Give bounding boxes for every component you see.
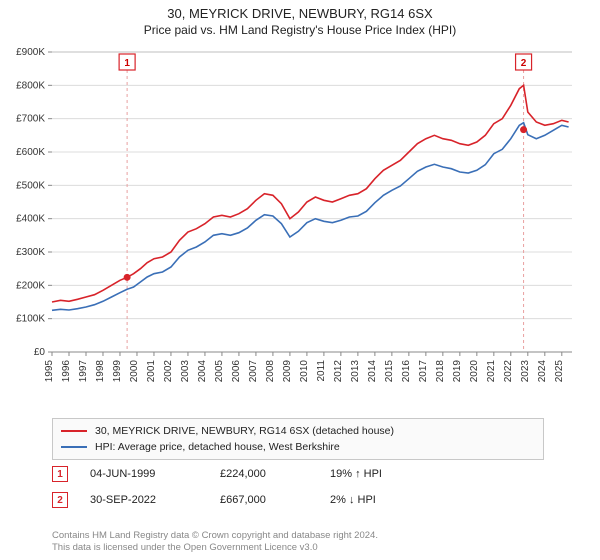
svg-text:2000: 2000 bbox=[129, 360, 140, 383]
svg-text:£800K: £800K bbox=[16, 80, 45, 91]
svg-text:1999: 1999 bbox=[112, 360, 123, 383]
footer-line: This data is licensed under the Open Gov… bbox=[52, 542, 378, 554]
sale-hpi-delta: 2% ↓ HPI bbox=[330, 494, 376, 506]
sale-marker-number: 2 bbox=[57, 495, 63, 506]
svg-text:2003: 2003 bbox=[180, 360, 191, 383]
sale-date: 04-JUN-1999 bbox=[90, 468, 220, 480]
chart-area: £0 £100K £200K £300K £400K £500K £600K £700K £80… bbox=[0, 44, 600, 414]
svg-text:2: 2 bbox=[521, 58, 527, 69]
legend: 30, MEYRICK DRIVE, NEWBURY, RG14 6SX (de… bbox=[52, 418, 544, 460]
svg-text:2020: 2020 bbox=[469, 360, 480, 383]
sale-price: £224,000 bbox=[220, 468, 330, 480]
sale-record-row: 1 04-JUN-1999 £224,000 19% ↑ HPI bbox=[52, 466, 382, 482]
svg-text:2022: 2022 bbox=[503, 360, 514, 383]
sale-marker-number: 1 bbox=[57, 469, 63, 480]
svg-text:£0: £0 bbox=[34, 347, 46, 358]
svg-text:2013: 2013 bbox=[350, 360, 361, 383]
legend-item: 30, MEYRICK DRIVE, NEWBURY, RG14 6SX (de… bbox=[61, 423, 535, 439]
chart-title-line2: Price paid vs. HM Land Registry's House … bbox=[0, 23, 600, 37]
svg-text:1997: 1997 bbox=[78, 360, 89, 383]
sale-date: 30-SEP-2022 bbox=[90, 494, 220, 506]
svg-text:2001: 2001 bbox=[146, 360, 157, 383]
legend-swatch bbox=[61, 430, 87, 432]
svg-text:1998: 1998 bbox=[95, 360, 106, 383]
svg-text:£700K: £700K bbox=[16, 114, 45, 125]
svg-text:2025: 2025 bbox=[554, 360, 565, 383]
svg-text:2005: 2005 bbox=[214, 360, 225, 383]
svg-text:2019: 2019 bbox=[452, 360, 463, 383]
svg-text:2010: 2010 bbox=[299, 360, 310, 383]
svg-text:2006: 2006 bbox=[231, 360, 242, 383]
svg-text:2024: 2024 bbox=[537, 360, 548, 383]
svg-text:£200K: £200K bbox=[16, 280, 45, 291]
svg-text:£400K: £400K bbox=[16, 214, 45, 225]
sale-record-row: 2 30-SEP-2022 £667,000 2% ↓ HPI bbox=[52, 492, 376, 508]
svg-text:2023: 2023 bbox=[520, 360, 531, 383]
sale-price: £667,000 bbox=[220, 494, 330, 506]
svg-text:2021: 2021 bbox=[486, 360, 497, 383]
svg-text:1: 1 bbox=[124, 58, 130, 69]
svg-text:2016: 2016 bbox=[401, 360, 412, 383]
legend-item: HPI: Average price, detached house, West… bbox=[61, 439, 535, 455]
svg-text:1995: 1995 bbox=[44, 360, 55, 383]
legend-label: 30, MEYRICK DRIVE, NEWBURY, RG14 6SX (de… bbox=[95, 423, 394, 439]
svg-text:2008: 2008 bbox=[265, 360, 276, 383]
svg-text:2011: 2011 bbox=[316, 360, 327, 382]
svg-text:2009: 2009 bbox=[282, 360, 293, 383]
svg-text:2018: 2018 bbox=[435, 360, 446, 383]
svg-text:2004: 2004 bbox=[197, 360, 208, 383]
legend-swatch bbox=[61, 446, 87, 448]
svg-text:£900K: £900K bbox=[16, 47, 45, 58]
svg-text:2002: 2002 bbox=[163, 360, 174, 383]
sale-marker-box: 2 bbox=[52, 492, 68, 508]
svg-text:£100K: £100K bbox=[16, 314, 45, 325]
sale-hpi-delta: 19% ↑ HPI bbox=[330, 468, 382, 480]
svg-text:£600K: £600K bbox=[16, 147, 45, 158]
svg-text:£500K: £500K bbox=[16, 180, 45, 191]
svg-text:2015: 2015 bbox=[384, 360, 395, 383]
svg-text:2014: 2014 bbox=[367, 360, 378, 383]
sale-marker-box: 1 bbox=[52, 466, 68, 482]
chart-title-line1: 30, MEYRICK DRIVE, NEWBURY, RG14 6SX bbox=[0, 6, 600, 21]
legend-label: HPI: Average price, detached house, West… bbox=[95, 439, 340, 455]
svg-text:2007: 2007 bbox=[248, 360, 259, 383]
footer-attribution: Contains HM Land Registry data © Crown c… bbox=[52, 530, 378, 554]
footer-line: Contains HM Land Registry data © Crown c… bbox=[52, 530, 378, 542]
svg-text:2012: 2012 bbox=[333, 360, 344, 383]
svg-text:£300K: £300K bbox=[16, 247, 45, 258]
svg-text:1996: 1996 bbox=[61, 360, 72, 383]
svg-text:2017: 2017 bbox=[418, 360, 429, 383]
